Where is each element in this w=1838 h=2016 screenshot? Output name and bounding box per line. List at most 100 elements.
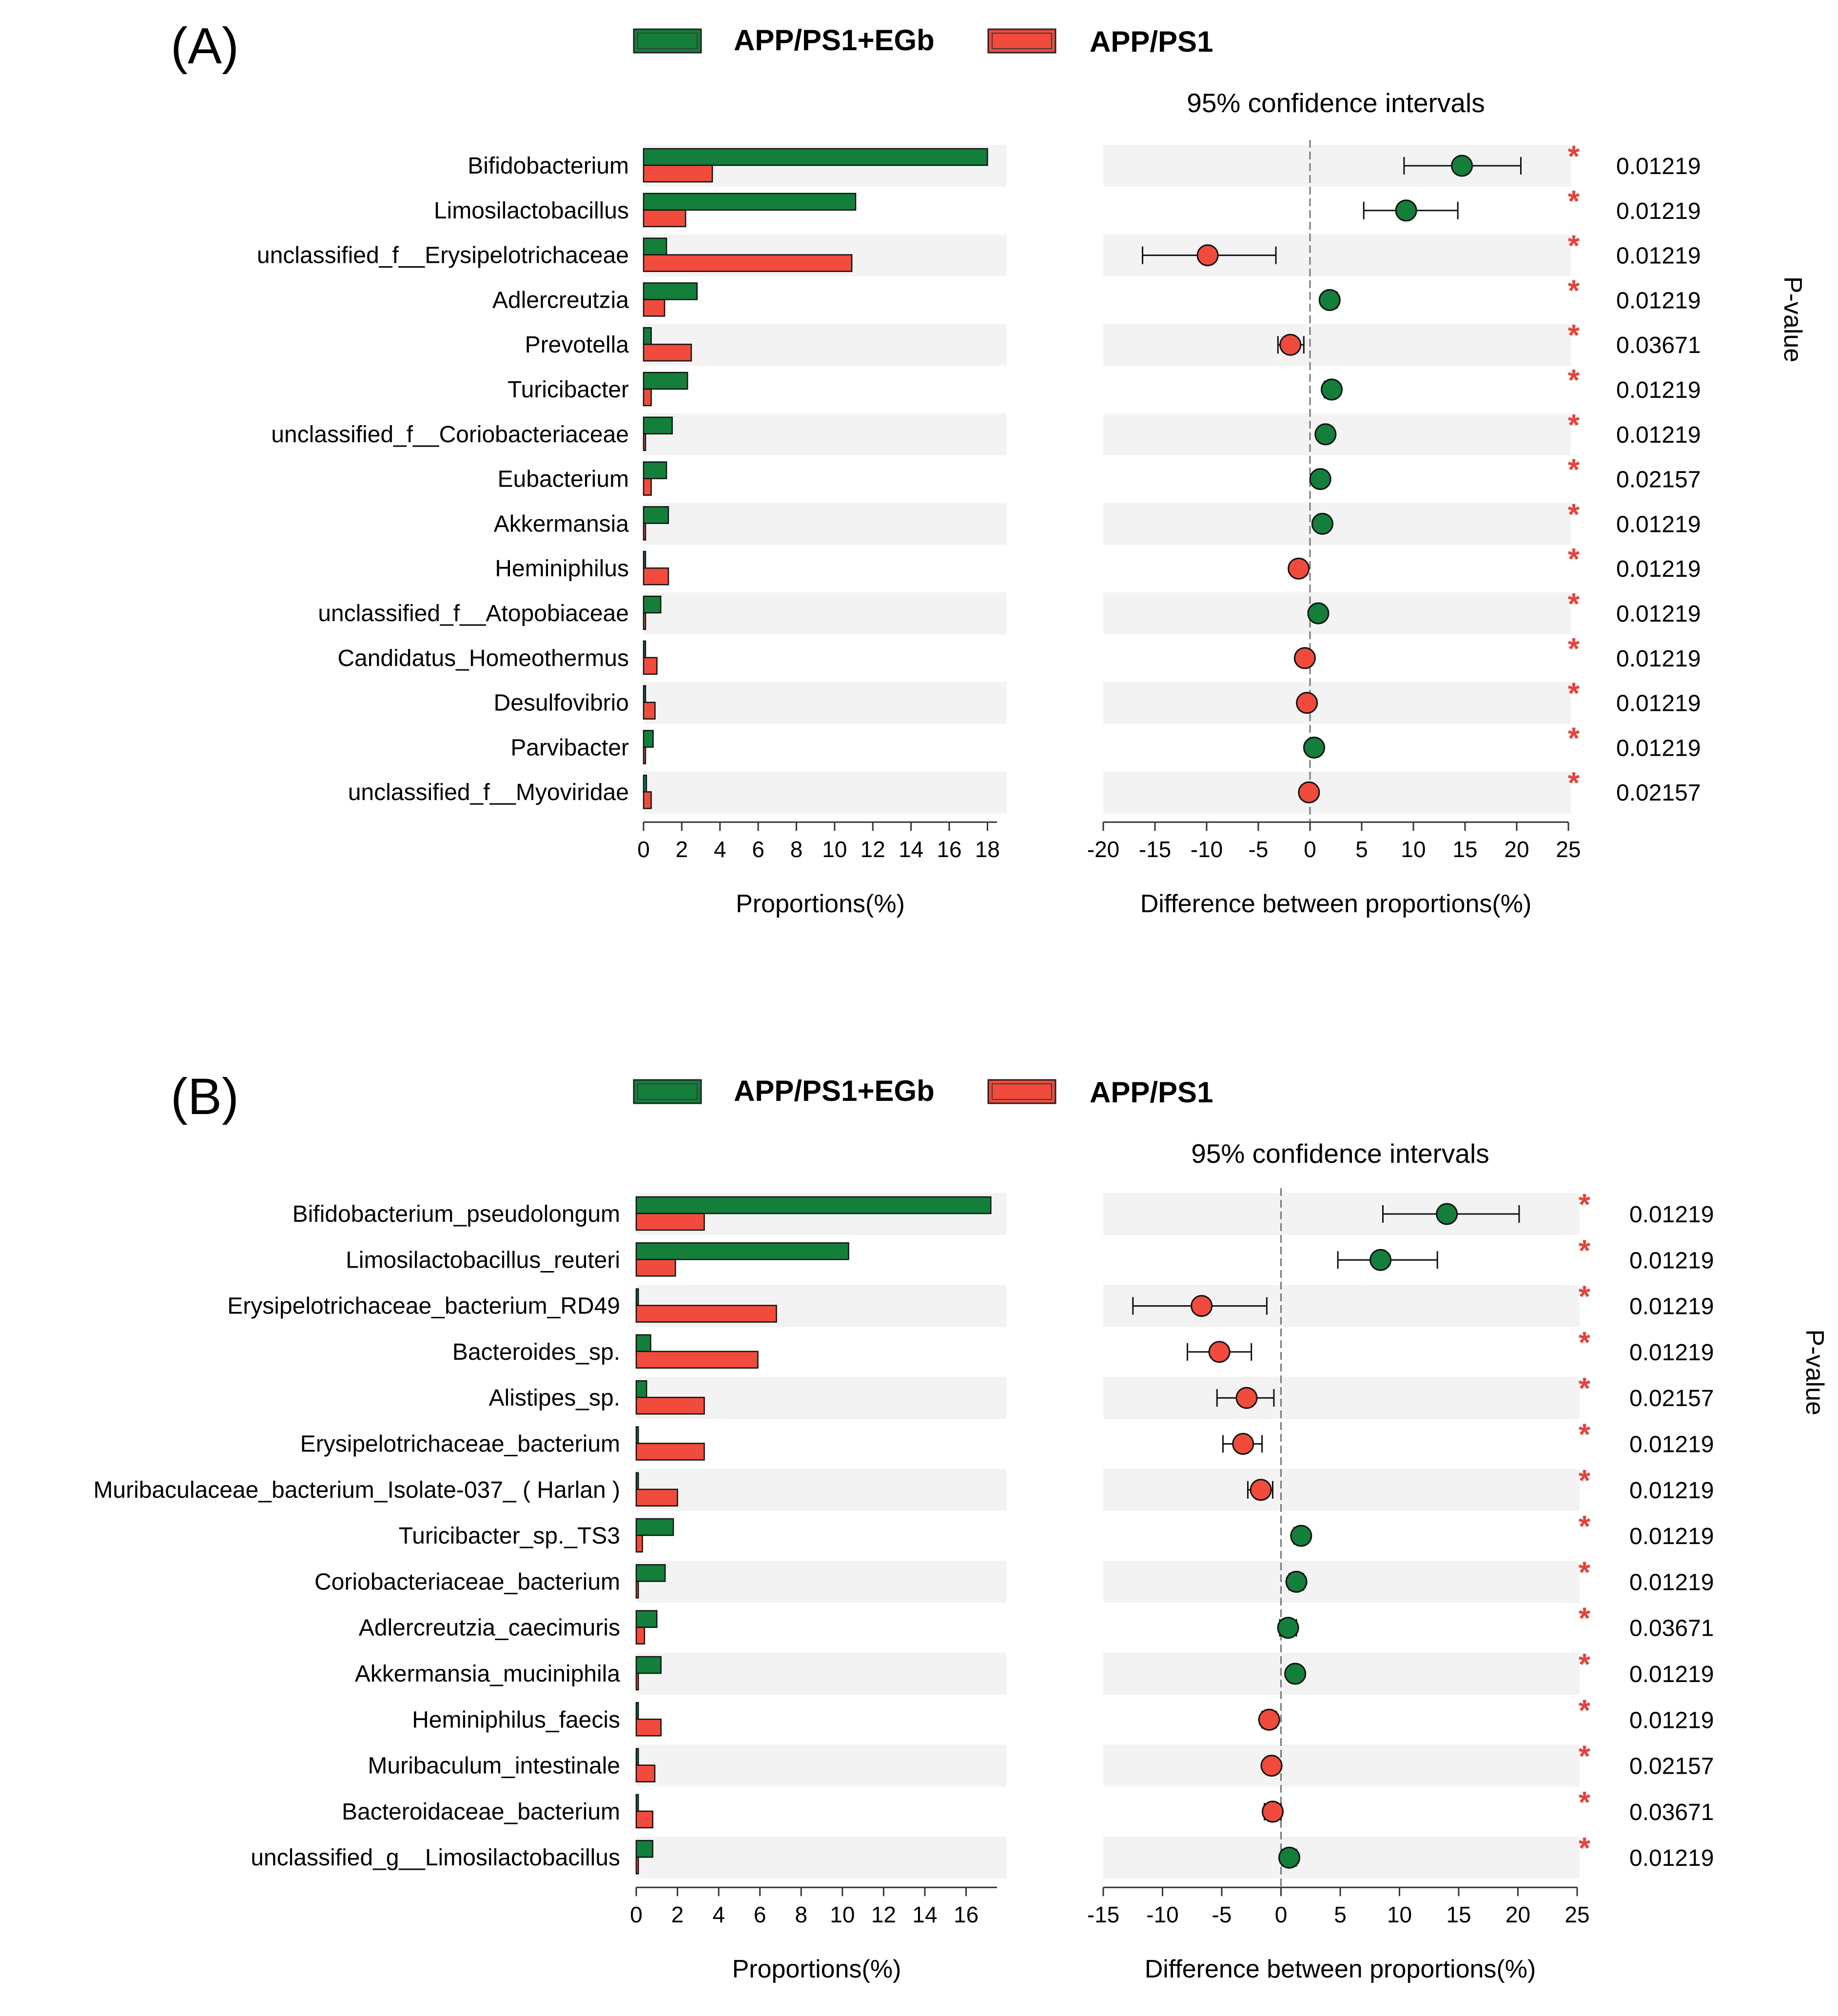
significance-star: * [1579, 1372, 1591, 1406]
p-value: 0.01219 [1616, 735, 1701, 761]
significance-star: * [1568, 543, 1580, 576]
diff-x-tick-label: 10 [1401, 837, 1426, 862]
diff-x-tick-label: 25 [1556, 837, 1581, 862]
bar-x-tick-label: 2 [671, 1902, 684, 1927]
p-value: 0.01219 [1629, 1569, 1714, 1595]
bar-app [635, 1672, 639, 1691]
row-stripe-diff [1103, 1653, 1580, 1695]
bar-app [643, 343, 692, 362]
bar-app [643, 612, 646, 630]
significance-star: * [1579, 1786, 1591, 1820]
significance-star: * [1579, 1326, 1591, 1360]
row-stripe-bars [644, 503, 1007, 545]
significance-star: * [1579, 1740, 1591, 1774]
bar-app [635, 1764, 656, 1782]
bar-app [635, 1351, 759, 1369]
significance-star: * [1568, 632, 1580, 666]
bar-egb [635, 1196, 992, 1214]
diff-point [1258, 1708, 1280, 1731]
p-value: 0.01219 [1616, 198, 1701, 224]
diff-point [1311, 512, 1333, 535]
diff-point [1303, 736, 1325, 759]
bar-egb [643, 282, 698, 300]
diff-point [1318, 289, 1341, 311]
bar-x-tick-label: 10 [822, 837, 847, 862]
diff-point [1307, 602, 1330, 625]
diff-x-tick-label: 20 [1504, 837, 1529, 862]
bar-egb [643, 461, 667, 479]
row-stripe-diff [1103, 771, 1571, 814]
bar-app [643, 209, 686, 228]
diff-point [1451, 155, 1473, 177]
diff-x-tick-label: 0 [1275, 1902, 1288, 1927]
bar-app [643, 299, 665, 317]
legend-swatch-egb-inner [637, 33, 698, 49]
bar-x-tick-label: 14 [899, 837, 923, 862]
p-value: 0.02157 [1616, 467, 1701, 493]
category-label: Bacteroidaceae_bacterium [342, 1799, 620, 1825]
p-value: 0.01219 [1616, 691, 1701, 717]
p-value: 0.01219 [1629, 1478, 1714, 1504]
diff-x-axis-title: Difference between proportions(%) [1140, 890, 1532, 918]
row-stripe-diff [1103, 324, 1571, 366]
bar-app [635, 1259, 676, 1277]
category-label: unclassified_f__Myoviridae [348, 780, 629, 805]
bar-x-tick-label: 8 [795, 1902, 807, 1927]
diff-x-tick-label: 5 [1355, 837, 1368, 862]
diff-point [1298, 781, 1320, 803]
diff-point [1260, 1755, 1283, 1777]
category-label: Muribaculum_intestinale [368, 1753, 620, 1779]
category-label: Adlercreutzia_caecimuris [359, 1615, 620, 1641]
bar-app [635, 1534, 643, 1553]
diff-point [1208, 1341, 1231, 1363]
bar-app [643, 746, 646, 764]
category-label: Bifidobacterium_pseudolongum [293, 1201, 620, 1227]
p-value: 0.03671 [1616, 333, 1701, 358]
bar-egb [643, 327, 652, 345]
bar-egb [643, 506, 669, 524]
legend-swatch-app-inner [992, 1083, 1052, 1100]
category-label: Parvibacter [510, 735, 629, 761]
bar-egb [643, 550, 646, 569]
p-value: 0.01219 [1629, 1662, 1714, 1687]
bar-x-tick-label: 12 [871, 1902, 896, 1927]
panel-a: (A) APP/PS1+EGb APP/PS1 95% confidence inte… [171, 18, 1807, 918]
diff-x-tick-label: 5 [1334, 1902, 1347, 1927]
bar-x-tick-label: 2 [676, 837, 688, 862]
bar-egb [635, 1426, 639, 1444]
bar-egb [635, 1242, 849, 1260]
bar-egb [643, 730, 654, 748]
legend-swatch-egb-inner [637, 1083, 698, 1100]
diff-point [1309, 468, 1331, 490]
diff-x-tick-label: -20 [1087, 837, 1119, 862]
diff-point [1293, 647, 1316, 669]
diff-point [1321, 378, 1343, 401]
category-label: Desulfovibrio [494, 690, 629, 716]
diff-point [1235, 1387, 1258, 1409]
category-label: Akkermansia [494, 511, 629, 537]
bar-app [635, 1810, 654, 1829]
bar-egb [635, 1518, 674, 1536]
category-label: unclassified_f__Erysipelotrichaceae [257, 243, 629, 269]
bar-x-tick-label: 16 [954, 1902, 978, 1927]
significance-star: * [1579, 1418, 1591, 1452]
bar-app [643, 523, 646, 541]
row-stripe-bars [636, 1653, 1007, 1695]
category-label: Muribaculaceae_bacterium_Isolate-037_ ( … [93, 1477, 620, 1503]
p-value: 0.01219 [1629, 1845, 1714, 1871]
significance-star: * [1579, 1510, 1591, 1544]
p-value: 0.01219 [1629, 1202, 1714, 1228]
row-stripe-diff [1103, 592, 1571, 634]
diff-point [1288, 557, 1310, 580]
bar-app [635, 1719, 662, 1737]
bar-egb [643, 685, 646, 703]
ci-title: 95% confidence intervals [1187, 88, 1485, 118]
significance-star: * [1579, 1832, 1591, 1865]
p-value: 0.02157 [1629, 1754, 1714, 1780]
bar-egb [643, 774, 647, 793]
row-stripe-bars [636, 1837, 1007, 1879]
row-stripe-bars [644, 592, 1007, 634]
significance-star: * [1579, 1602, 1591, 1636]
significance-star: * [1579, 1280, 1591, 1314]
